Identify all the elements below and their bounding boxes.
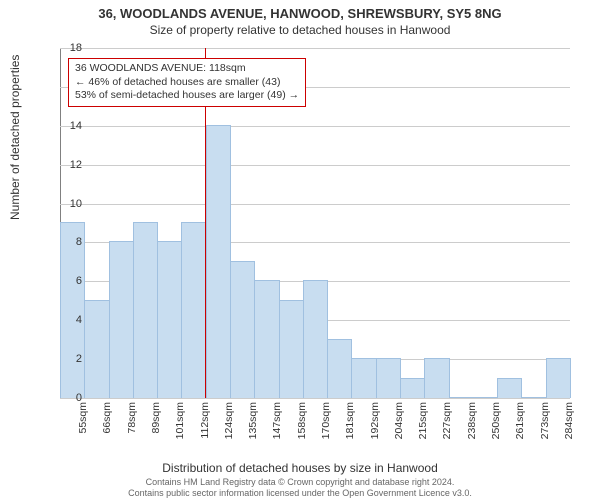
x-tick-label: 192sqm xyxy=(369,402,381,442)
histogram-bar xyxy=(521,397,546,398)
x-tick-label: 66sqm xyxy=(101,402,113,442)
y-tick-label: 8 xyxy=(52,236,82,248)
histogram-bar xyxy=(133,222,158,398)
grid-line xyxy=(60,398,570,399)
x-tick-label: 238sqm xyxy=(466,402,478,442)
y-tick-label: 4 xyxy=(52,314,82,326)
x-tick-label: 112sqm xyxy=(199,402,211,442)
y-tick-label: 2 xyxy=(52,353,82,365)
histogram-bar xyxy=(206,125,231,398)
y-axis-label: Number of detached properties xyxy=(8,55,22,220)
histogram-bar xyxy=(351,358,376,398)
histogram-bar xyxy=(279,300,304,398)
histogram-bar xyxy=(327,339,352,398)
x-tick-label: 227sqm xyxy=(441,402,453,442)
chart-title-sub: Size of property relative to detached ho… xyxy=(0,21,600,37)
footer-line1: Contains HM Land Registry data © Crown c… xyxy=(0,477,600,488)
histogram-bar xyxy=(497,378,522,398)
histogram-bar xyxy=(157,241,182,398)
histogram-bar xyxy=(254,280,279,398)
histogram-bar xyxy=(546,358,571,398)
x-tick-label: 284sqm xyxy=(563,402,575,442)
x-tick-label: 261sqm xyxy=(514,402,526,442)
grid-line xyxy=(60,126,570,127)
callout-line2: ← 46% of detached houses are smaller (43… xyxy=(75,76,299,90)
y-tick-label: 14 xyxy=(52,120,82,132)
x-tick-label: 135sqm xyxy=(247,402,259,442)
histogram-bar xyxy=(84,300,109,398)
x-tick-label: 78sqm xyxy=(126,402,138,442)
histogram-bar xyxy=(424,358,449,398)
y-tick-label: 6 xyxy=(52,275,82,287)
histogram-bar xyxy=(376,358,401,398)
chart-footer: Contains HM Land Registry data © Crown c… xyxy=(0,477,600,499)
y-tick-label: 18 xyxy=(52,42,82,54)
histogram-bar xyxy=(109,241,134,398)
x-tick-label: 89sqm xyxy=(150,402,162,442)
callout-box: 36 WOODLANDS AVENUE: 118sqm ← 46% of det… xyxy=(68,58,306,107)
x-tick-label: 215sqm xyxy=(417,402,429,442)
chart-container: 36, WOODLANDS AVENUE, HANWOOD, SHREWSBUR… xyxy=(0,0,600,500)
chart-title-main: 36, WOODLANDS AVENUE, HANWOOD, SHREWSBUR… xyxy=(0,0,600,21)
callout-line1: 36 WOODLANDS AVENUE: 118sqm xyxy=(75,62,299,76)
x-tick-label: 158sqm xyxy=(296,402,308,442)
grid-line xyxy=(60,204,570,205)
footer-line2: Contains public sector information licen… xyxy=(0,488,600,499)
x-axis-label: Distribution of detached houses by size … xyxy=(0,461,600,475)
callout-line3: 53% of semi-detached houses are larger (… xyxy=(75,89,299,103)
x-tick-label: 170sqm xyxy=(320,402,332,442)
x-tick-label: 147sqm xyxy=(271,402,283,442)
x-tick-label: 250sqm xyxy=(490,402,502,442)
histogram-bar xyxy=(449,397,474,398)
grid-line xyxy=(60,165,570,166)
y-tick-label: 12 xyxy=(52,159,82,171)
x-tick-label: 204sqm xyxy=(393,402,405,442)
histogram-bar xyxy=(473,397,498,398)
y-tick-label: 10 xyxy=(52,198,82,210)
histogram-bar xyxy=(303,280,328,398)
x-tick-label: 181sqm xyxy=(344,402,356,442)
histogram-bar xyxy=(230,261,255,398)
grid-line xyxy=(60,48,570,49)
x-tick-label: 273sqm xyxy=(539,402,551,442)
histogram-bar xyxy=(400,378,425,398)
x-tick-label: 55sqm xyxy=(77,402,89,442)
x-tick-label: 101sqm xyxy=(174,402,186,442)
histogram-bar xyxy=(181,222,206,398)
x-tick-label: 124sqm xyxy=(223,402,235,442)
